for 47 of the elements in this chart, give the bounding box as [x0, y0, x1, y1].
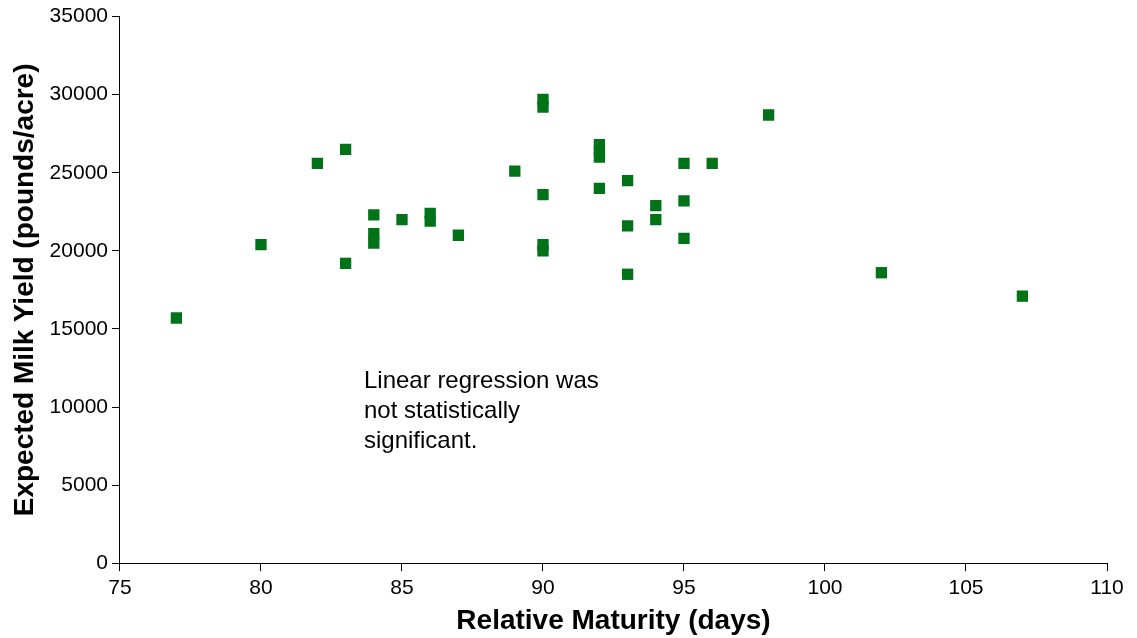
point [678, 232, 690, 245]
point [762, 109, 775, 121]
point [452, 229, 465, 241]
x-tick-label: 105 [948, 574, 984, 598]
y-tick-label: 30000 [49, 81, 108, 105]
y-tick-label: 20000 [49, 237, 108, 261]
x-tick-label: 85 [390, 574, 414, 598]
point [621, 220, 634, 232]
y-tick-label: 0 [96, 550, 108, 573]
point [339, 143, 352, 155]
point [509, 165, 521, 177]
point [537, 188, 549, 201]
point [311, 157, 324, 170]
x-tick-label: 100 [807, 574, 843, 598]
y-tick-label: 25000 [49, 159, 108, 183]
x-axis-title: Relative Maturity (days) [456, 603, 771, 635]
y-tick-label: 35000 [49, 3, 108, 27]
point [368, 209, 380, 221]
point [537, 245, 549, 257]
point [424, 215, 436, 227]
point [678, 157, 690, 170]
point [170, 312, 183, 324]
point [706, 157, 718, 170]
point [621, 268, 634, 280]
annotation: Linear regression was not statistically significant. [364, 366, 599, 454]
x-tick-label: 110 [1090, 574, 1124, 598]
point [650, 213, 662, 226]
point [255, 238, 267, 251]
x-tick-label: 95 [672, 574, 696, 598]
point [650, 199, 662, 212]
point [368, 237, 380, 249]
point [678, 195, 690, 207]
point [339, 257, 352, 270]
y-tick-label: 10000 [49, 393, 108, 417]
point [396, 213, 408, 226]
y-tick-label: 5000 [61, 471, 108, 495]
point [1016, 290, 1029, 302]
point [875, 267, 888, 279]
point [593, 182, 606, 195]
y-axis-title: Expected Milk Yield (pounds/acre) [7, 63, 39, 517]
y-tick-label: 15000 [49, 315, 108, 339]
x-tick-label: 90 [531, 574, 555, 598]
x-tick-label: 75 [108, 574, 132, 598]
x-tick-label: 80 [249, 574, 273, 598]
point [621, 174, 634, 187]
point [593, 151, 606, 163]
point [537, 101, 549, 113]
